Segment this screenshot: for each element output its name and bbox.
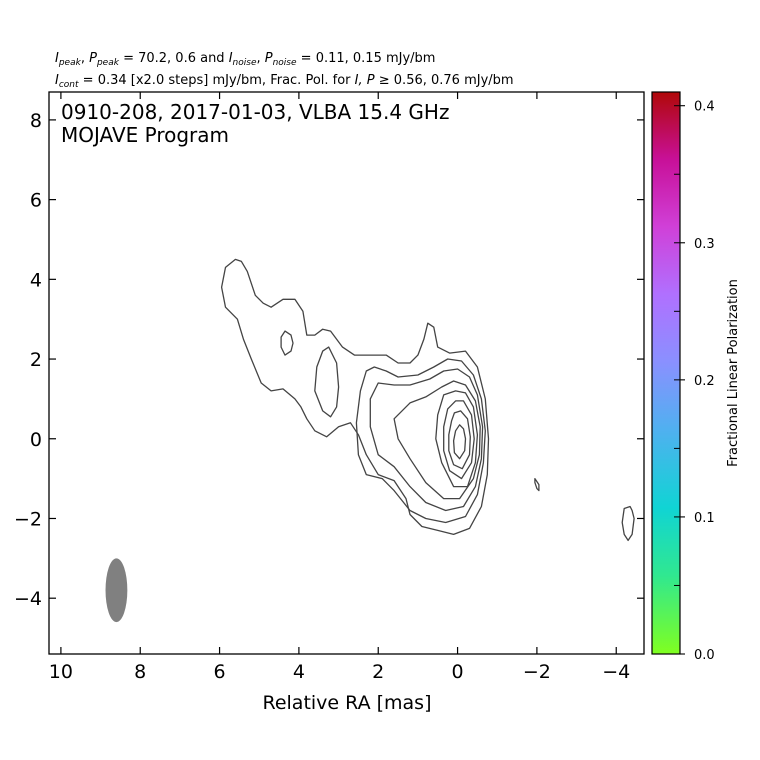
x-tick-label-3: 4 [293,661,305,683]
plot-area [48,91,645,655]
contour-2 [314,346,340,418]
beam-ellipse [105,558,128,623]
y-tick-label-2: 4 [30,269,42,291]
x-axis-label: Relative RA [mas] [262,692,431,714]
colorbar-tick-label-0: 0.0 [694,648,715,663]
y-tick-label-5: −2 [14,508,42,530]
contour-0 [220,258,490,536]
x-tick-label-6: −2 [523,661,551,683]
header-line-1: Ipeak, Ppeak = 70.2, 0.6 and Inoise, Pno… [55,51,435,68]
contour-3 [355,358,486,524]
contour-9 [452,424,467,460]
y-tick-label-0: 8 [30,110,42,132]
colorbar-label: Fractional Linear Polarization [726,279,741,467]
contour-5 [393,380,481,500]
plot-title-line-1: 0910-208, 2017-01-03, VLBA 15.4 GHz [61,100,449,124]
x-tick-label-4: 2 [372,661,384,683]
x-tick-label-7: −4 [602,661,630,683]
contour-7 [443,400,475,480]
colorbar-ticks: 0.0 0.1 0.2 0.3 0.4 [674,100,715,663]
colorbar-tick-label-1: 0.1 [694,511,715,526]
y-tick-label-1: 6 [30,190,42,212]
y-tick-label-4: 0 [30,429,42,451]
contour-4 [369,368,484,512]
axis-layer: 10 8 6 4 2 0 −2 −4 8 6 4 2 0 −2 −4 [14,92,644,683]
contour-1 [280,330,294,356]
plot-title-line-2: MOJAVE Program [61,123,229,147]
colorbar-tick-label-4: 0.4 [694,100,715,115]
contour-11 [621,505,635,542]
colorbar-tick-label-3: 0.3 [694,237,715,252]
contour-10 [534,477,540,492]
contour-8 [448,410,471,470]
x-tick-label-5: 0 [452,661,464,683]
x-tick-label-0: 10 [49,661,73,683]
x-tick-label-2: 6 [214,661,226,683]
x-tick-label-1: 8 [134,661,146,683]
contour-6 [435,390,479,488]
y-tick-label-6: −4 [14,588,42,610]
colorbar [651,91,681,655]
header-line-2: Icont = 0.34 [x2.0 steps] mJy/bm, Frac. … [55,73,514,90]
y-tick-label-3: 2 [30,349,42,371]
colorbar-tick-label-2: 0.2 [694,374,715,389]
contour-layer [105,258,635,623]
